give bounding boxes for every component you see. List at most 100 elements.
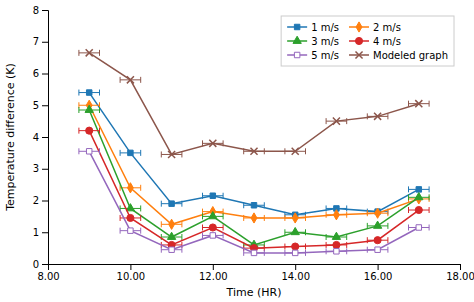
point	[292, 213, 298, 223]
tick-mark	[42, 137, 48, 138]
chart: 8.0010.0012.0014.0016.0018.00012345678Ti…	[0, 0, 474, 302]
markers	[86, 149, 421, 256]
error-bar-cap	[305, 148, 306, 154]
tick-mark	[42, 42, 48, 43]
tick-label: 16.00	[364, 271, 393, 282]
legend-label: 5 m/s	[311, 50, 339, 61]
error-bar-cap	[161, 247, 162, 253]
tick-label: 10.00	[117, 271, 146, 282]
tick-mark	[460, 264, 461, 270]
tick-mark	[42, 74, 48, 75]
error-bar-cap	[346, 205, 347, 211]
point	[209, 212, 217, 219]
point	[86, 90, 91, 95]
point	[86, 127, 93, 134]
error-bar-cap	[161, 151, 162, 157]
legend-item: 4 m/s	[349, 36, 401, 47]
tick-label: 7	[33, 36, 39, 47]
tick-label: 6	[33, 68, 39, 79]
error-bar	[409, 224, 430, 230]
legend-marker	[356, 22, 362, 32]
error-bar	[409, 186, 430, 192]
error-bar-cap	[387, 210, 388, 216]
error-bar-cap	[140, 205, 141, 211]
error-bar-cap	[346, 118, 347, 124]
legend-label: Modeled graph	[373, 50, 448, 61]
series	[79, 90, 429, 218]
x-axis-title: Time (HR)	[226, 286, 282, 299]
series	[79, 148, 429, 256]
legend-label: 3 m/s	[311, 36, 339, 47]
error-bar-cap	[326, 118, 327, 124]
markers	[86, 90, 421, 218]
point	[127, 183, 133, 193]
tick-mark	[42, 201, 48, 202]
error-bar-cap	[223, 224, 224, 230]
legend-label: 1 m/s	[311, 22, 339, 33]
error-bar-cap	[181, 221, 182, 227]
point	[209, 140, 216, 147]
point	[169, 201, 174, 206]
point	[210, 233, 215, 238]
tick: 14.00	[281, 264, 310, 282]
legend-marker	[355, 37, 362, 44]
error-bar-cap	[120, 77, 121, 83]
series-line	[89, 151, 419, 253]
point	[415, 206, 422, 213]
point	[250, 148, 257, 155]
tick: 3	[33, 163, 48, 174]
error-bar	[367, 237, 388, 243]
series-line	[89, 110, 419, 245]
error-bar-cap	[429, 207, 430, 213]
error-bar-cap	[181, 234, 182, 240]
error-bar-cap	[99, 50, 100, 56]
tick: 2	[33, 195, 48, 206]
point	[373, 221, 381, 228]
legend-marker	[355, 51, 362, 58]
error-bar-cap	[202, 213, 203, 219]
point	[209, 224, 216, 231]
legend-label: 2 m/s	[373, 22, 401, 33]
tick-label: 8	[33, 5, 39, 16]
error-bar-cap	[305, 215, 306, 221]
point	[168, 151, 175, 158]
legend-marker	[293, 36, 301, 43]
plot: 8.0010.0012.0014.0016.0018.00012345678Ti…	[4, 5, 474, 299]
point	[167, 232, 175, 239]
error-bar-cap	[78, 50, 79, 56]
error-bar-cap	[120, 228, 121, 234]
error-bar-cap	[408, 224, 409, 230]
error-bar-cap	[367, 237, 368, 243]
error-bar-cap	[387, 247, 388, 253]
series-line	[89, 131, 419, 248]
error-bar-cap	[181, 247, 182, 253]
error-bar-cap	[140, 185, 141, 191]
error-bar-cap	[78, 148, 79, 154]
tick-label: 0	[33, 259, 39, 270]
y-axis-title: Temperature difference (K)	[4, 63, 17, 212]
tick: 1	[33, 227, 48, 238]
error-bars	[79, 107, 429, 248]
point	[415, 193, 423, 200]
point	[333, 210, 339, 220]
error-bar-cap	[387, 113, 388, 119]
error-bar-cap	[140, 215, 141, 221]
x-axis: 8.0010.0012.0014.0016.0018.00	[37, 264, 474, 282]
point	[86, 149, 91, 154]
point	[374, 113, 381, 120]
error-bar-cap	[284, 229, 285, 235]
point	[416, 225, 421, 230]
point	[416, 187, 421, 192]
axis-line	[49, 265, 461, 271]
point	[375, 247, 380, 252]
tick-mark	[295, 264, 296, 270]
error-bar-cap	[140, 228, 141, 234]
legend-marker	[294, 24, 299, 29]
error-bar-cap	[326, 234, 327, 240]
series-line	[89, 105, 419, 224]
error-bar-cap	[429, 194, 430, 200]
tick: 8.00	[37, 264, 59, 282]
tick: 16.00	[364, 264, 393, 282]
error-bar-cap	[120, 150, 121, 156]
error-bar-cap	[346, 242, 347, 248]
